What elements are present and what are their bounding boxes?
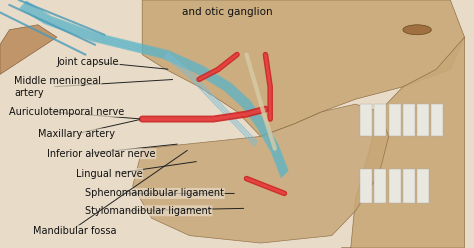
Polygon shape: [374, 104, 386, 136]
Polygon shape: [389, 169, 401, 203]
Text: Lingual nerve: Lingual nerve: [76, 169, 143, 179]
Polygon shape: [403, 169, 415, 203]
Polygon shape: [360, 169, 372, 203]
Text: Stylomandibular ligament: Stylomandibular ligament: [85, 206, 212, 216]
Text: Mandibular fossa: Mandibular fossa: [33, 226, 117, 236]
Text: and otic ganglion: and otic ganglion: [182, 7, 273, 17]
Polygon shape: [142, 0, 465, 136]
Polygon shape: [389, 104, 401, 136]
Text: Auriculotemporal nerve: Auriculotemporal nerve: [9, 107, 125, 117]
Polygon shape: [417, 169, 429, 203]
Text: Inferior alveolar nerve: Inferior alveolar nerve: [47, 149, 156, 159]
Polygon shape: [341, 37, 465, 248]
Polygon shape: [431, 104, 443, 136]
Polygon shape: [403, 104, 415, 136]
Polygon shape: [374, 169, 386, 203]
Text: Maxillary artery: Maxillary artery: [38, 129, 115, 139]
Polygon shape: [133, 104, 389, 243]
Text: Joint capsule: Joint capsule: [57, 57, 119, 67]
Polygon shape: [360, 104, 372, 136]
Text: Sphenomandibular ligament: Sphenomandibular ligament: [85, 188, 224, 198]
Polygon shape: [0, 25, 57, 74]
Polygon shape: [417, 104, 429, 136]
Text: Middle meningeal
artery: Middle meningeal artery: [14, 76, 101, 98]
Ellipse shape: [403, 25, 431, 35]
